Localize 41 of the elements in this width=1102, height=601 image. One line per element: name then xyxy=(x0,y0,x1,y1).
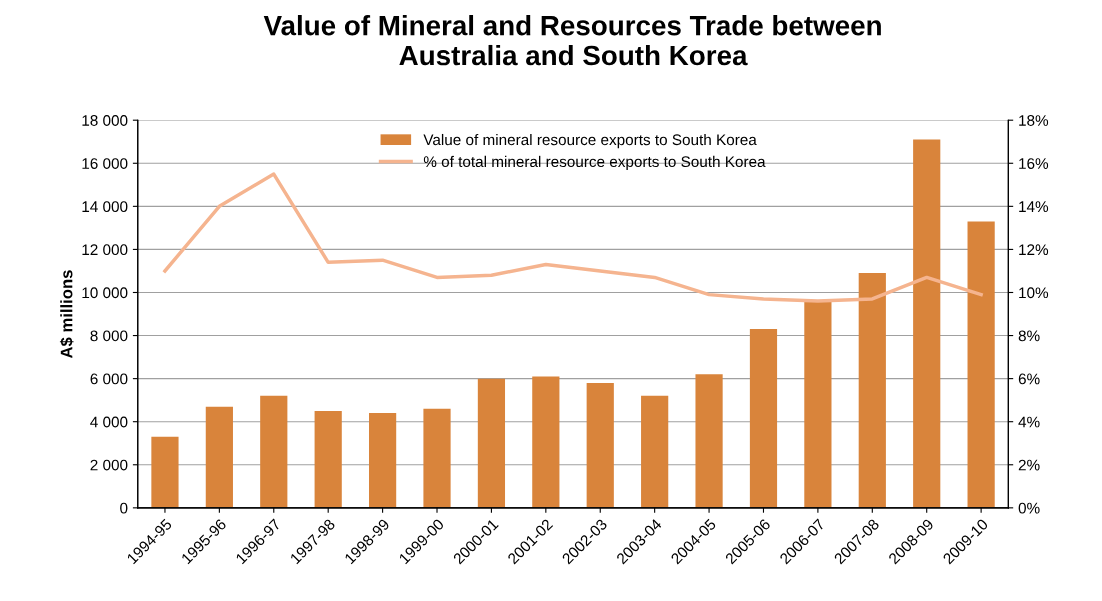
y-tick-label: 6 000 xyxy=(90,373,128,385)
chart-title: Value of Mineral and Resources Trade between Australia and South Korea xyxy=(263,15,881,66)
y2-tick-label: 16% xyxy=(1019,158,1049,169)
legend-label: Value of mineral resource exports to South Korea xyxy=(423,133,757,149)
bar xyxy=(586,382,614,508)
line-series xyxy=(163,172,983,303)
y2-tick-label: 14% xyxy=(1019,201,1049,212)
legend-label: % of total mineral resource exports to South Korea xyxy=(423,155,766,171)
bar xyxy=(369,413,397,508)
bar xyxy=(314,410,342,508)
y-tick-label: 18 000 xyxy=(82,115,128,126)
bar xyxy=(913,139,941,508)
bar xyxy=(260,395,288,508)
y2-tick-label: 8% xyxy=(1018,330,1040,342)
y-tick-label: 16 000 xyxy=(82,158,128,169)
bar xyxy=(641,395,669,508)
y-tick-label: 10 000 xyxy=(82,287,128,299)
y-tick-label: 14 000 xyxy=(82,201,128,213)
y2-tick-label: 18% xyxy=(1019,115,1049,126)
bar xyxy=(205,406,233,508)
y2-tick-label: 10% xyxy=(1019,287,1049,299)
y-tick-label: 12 000 xyxy=(82,244,128,256)
bar xyxy=(151,436,179,508)
bar xyxy=(423,408,451,508)
bar xyxy=(532,376,560,508)
bar xyxy=(477,378,506,508)
bar xyxy=(967,221,995,508)
bar xyxy=(804,301,832,508)
y-tick-label: 2 000 xyxy=(90,459,128,471)
y2-tick-label: 12% xyxy=(1019,244,1049,256)
y2-tick-label: 6% xyxy=(1018,373,1040,385)
y-tick-label: 8 000 xyxy=(90,330,128,342)
y2-tick-label: 2% xyxy=(1018,459,1040,471)
bar xyxy=(858,273,886,508)
bar xyxy=(749,329,778,508)
y-axis-title: A$ millions xyxy=(59,270,74,359)
y2-tick-label: 0% xyxy=(1018,502,1040,514)
y2-tick-label: 4% xyxy=(1018,416,1040,428)
y-tick-label: 4 000 xyxy=(90,416,128,428)
y-tick-label: 0 xyxy=(120,502,128,514)
bar xyxy=(695,374,723,508)
